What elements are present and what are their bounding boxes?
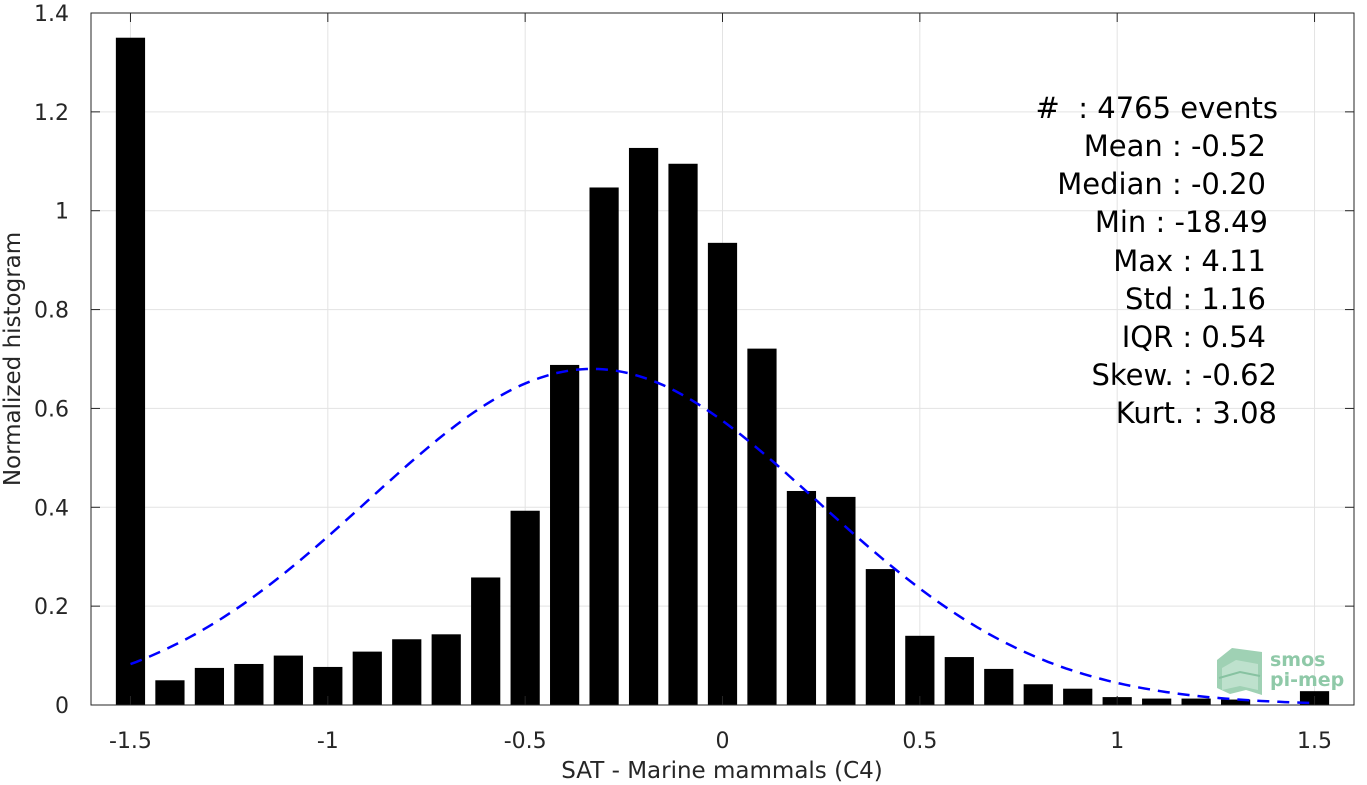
stat-iqr: IQR : 0.54: [1122, 320, 1266, 354]
histogram-bar: [510, 510, 540, 705]
histogram-bar: [550, 364, 580, 705]
histogram-bar: [1142, 698, 1172, 705]
axis-ticks: [91, 12, 1354, 706]
y-axis-label: Normalized histogram: [0, 232, 26, 486]
y-tick-label: 0: [55, 694, 69, 719]
y-tick-label: 1.2: [34, 101, 69, 126]
histogram-bar: [234, 663, 264, 705]
stat-mean: Mean : -0.52: [1084, 129, 1266, 163]
logo-text-line1: smos: [1270, 649, 1325, 671]
histogram-bar: [589, 187, 619, 706]
histogram-bar: [1023, 684, 1053, 705]
histogram-bar: [273, 655, 303, 705]
y-tick-label: 1.4: [34, 2, 69, 27]
x-tick-label: 1: [1110, 729, 1124, 754]
histogram-bar: [1181, 698, 1211, 705]
y-tick-label: 0.2: [34, 595, 69, 620]
histogram-bar: [905, 635, 935, 705]
histogram-bar: [115, 37, 146, 705]
histogram-bar: [668, 163, 698, 705]
histogram-bar: [707, 242, 738, 706]
x-tick-label: 1.5: [1297, 729, 1332, 754]
histogram-bar: [392, 639, 422, 705]
x-tick-labels: -1.5 -1 -0.5 0 0.5 1 1.5: [109, 729, 1332, 754]
histogram-bar: [352, 651, 382, 705]
stat-events: # : 4765 events: [1036, 91, 1278, 125]
histogram-bars: [115, 37, 1330, 706]
x-tick-label: 0.5: [902, 729, 937, 754]
histogram-bar: [471, 577, 501, 705]
stat-median: Median : -0.20: [1057, 167, 1266, 201]
y-tick-label: 0.4: [34, 496, 69, 521]
histogram-bar: [747, 348, 777, 705]
stats-box: # : 4765 events Mean : -0.52 Median : -0…: [1036, 91, 1278, 430]
histogram-bar: [944, 657, 974, 705]
histogram-bar: [194, 667, 225, 705]
x-tick-label: -1.5: [109, 729, 152, 754]
y-tick-labels: 0 0.2 0.4 0.6 0.8 1 1.2 1.4: [34, 2, 69, 719]
x-axis-label: SAT - Marine mammals (C4): [561, 758, 883, 784]
histogram-bar: [1063, 688, 1093, 705]
x-tick-label: -1: [317, 729, 339, 754]
logo-text-line2: pi-mep: [1270, 669, 1344, 691]
stat-max: Max : 4.11: [1113, 244, 1266, 278]
pi-mep-logo: smos pi-mep: [1217, 648, 1344, 695]
histogram-bar: [826, 496, 856, 705]
stat-skew: Skew. : -0.62: [1091, 358, 1277, 392]
x-tick-label: -0.5: [504, 729, 547, 754]
histogram-bar: [865, 569, 895, 705]
histogram-bar: [984, 668, 1014, 705]
histogram-bar: [1220, 699, 1251, 705]
stat-kurt: Kurt. : 3.08: [1116, 396, 1277, 430]
x-tick-label: 0: [716, 729, 730, 754]
y-tick-label: 0.6: [34, 397, 69, 422]
y-tick-label: 1: [55, 200, 69, 225]
histogram-bar: [786, 490, 817, 705]
histogram-bar: [155, 680, 185, 705]
histogram-bar: [431, 634, 461, 705]
stat-std: Std : 1.16: [1125, 282, 1266, 316]
logo-mark-icon: [1217, 648, 1262, 695]
y-tick-label: 0.8: [34, 299, 69, 324]
stat-min: Min : -18.49: [1095, 205, 1268, 239]
histogram-bar: [628, 147, 659, 705]
